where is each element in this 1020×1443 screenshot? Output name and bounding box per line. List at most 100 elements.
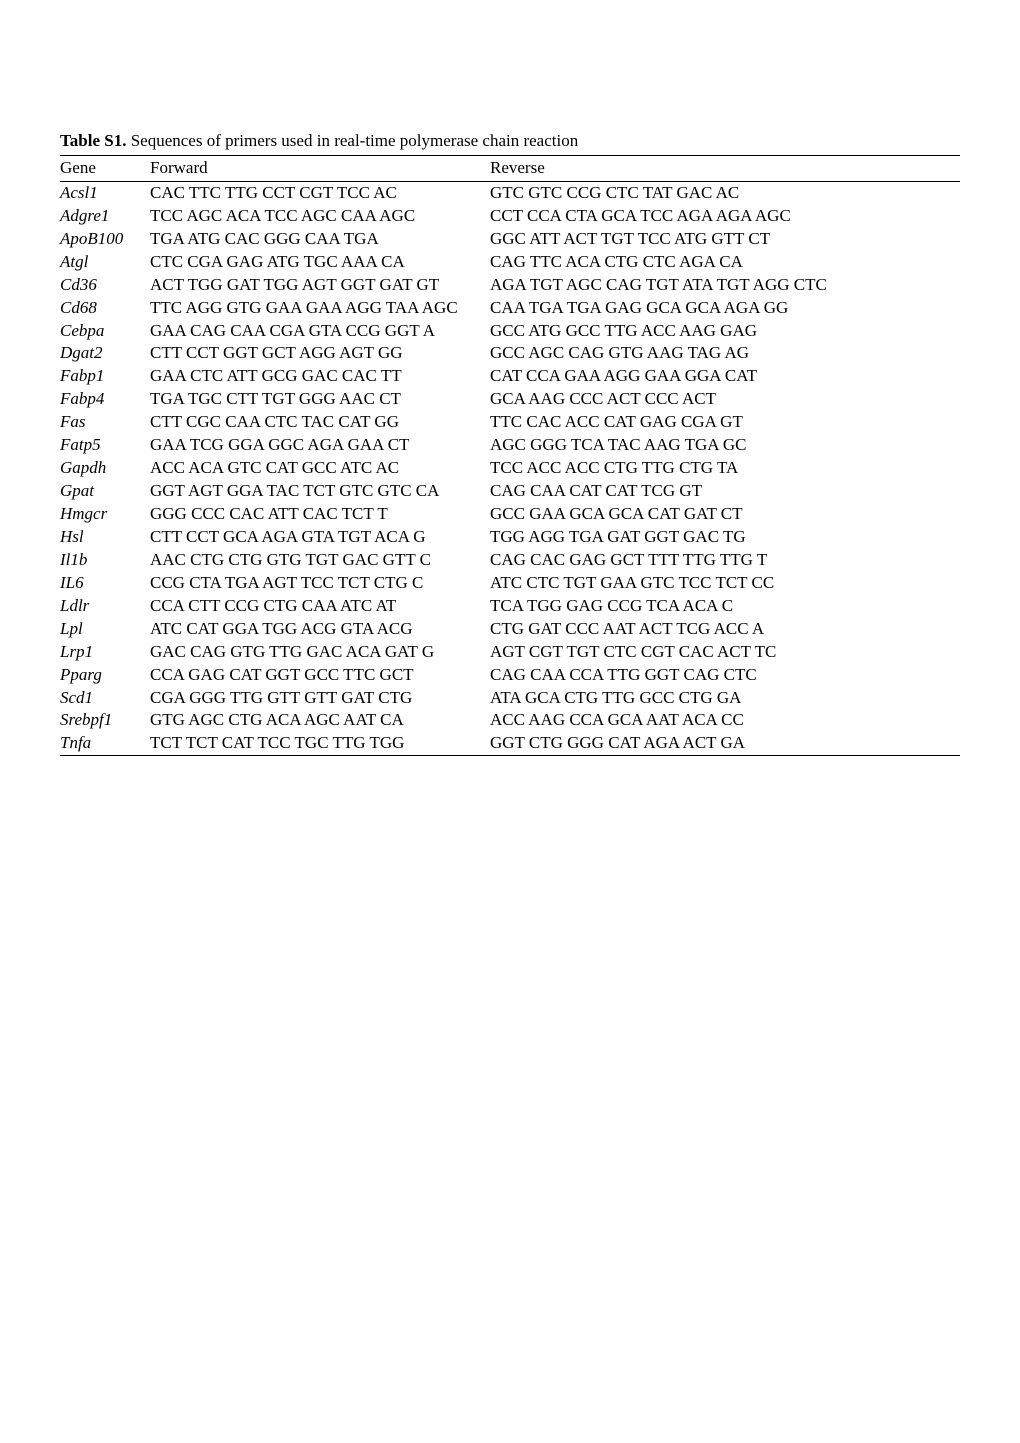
reverse-cell: ATC CTC TGT GAA GTC TCC TCT CC bbox=[490, 572, 960, 595]
forward-cell: CTT CGC CAA CTC TAC CAT GG bbox=[150, 411, 490, 434]
caption-label: Table S1. bbox=[60, 131, 126, 150]
forward-cell: CGA GGG TTG GTT GTT GAT CTG bbox=[150, 687, 490, 710]
forward-cell: CCA CTT CCG CTG CAA ATC AT bbox=[150, 595, 490, 618]
table-row: AtglCTC CGA GAG ATG TGC AAA CACAG TTC AC… bbox=[60, 251, 960, 274]
table-row: TnfaTCT TCT CAT TCC TGC TTG TGGGGT CTG G… bbox=[60, 732, 960, 755]
forward-cell: GGG CCC CAC ATT CAC TCT T bbox=[150, 503, 490, 526]
forward-cell: CCG CTA TGA AGT TCC TCT CTG C bbox=[150, 572, 490, 595]
gene-cell: Acsl1 bbox=[60, 181, 150, 204]
reverse-cell: CAT CCA GAA AGG GAA GGA CAT bbox=[490, 365, 960, 388]
gene-cell: Tnfa bbox=[60, 732, 150, 755]
reverse-cell: GCC AGC CAG GTG AAG TAG AG bbox=[490, 342, 960, 365]
table-row: Lrp1GAC CAG GTG TTG GAC ACA GAT GAGT CGT… bbox=[60, 641, 960, 664]
forward-cell: GTG AGC CTG ACA AGC AAT CA bbox=[150, 709, 490, 732]
reverse-cell: CTG GAT CCC AAT ACT TCG ACC A bbox=[490, 618, 960, 641]
table-row: Srebpf1GTG AGC CTG ACA AGC AAT CAACC AAG… bbox=[60, 709, 960, 732]
forward-cell: GAA CTC ATT GCG GAC CAC TT bbox=[150, 365, 490, 388]
forward-cell: CAC TTC TTG CCT CGT TCC AC bbox=[150, 181, 490, 204]
gene-cell: Fas bbox=[60, 411, 150, 434]
header-gene: Gene bbox=[60, 155, 150, 181]
gene-cell: Hsl bbox=[60, 526, 150, 549]
gene-cell: Atgl bbox=[60, 251, 150, 274]
table-row: LplATC CAT GGA TGG ACG GTA ACGCTG GAT CC… bbox=[60, 618, 960, 641]
gene-cell: Adgre1 bbox=[60, 205, 150, 228]
forward-cell: TCT TCT CAT TCC TGC TTG TGG bbox=[150, 732, 490, 755]
gene-cell: Fabp1 bbox=[60, 365, 150, 388]
reverse-cell: CAG CAA CCA TTG GGT CAG CTC bbox=[490, 664, 960, 687]
reverse-cell: TCC ACC ACC CTG TTG CTG TA bbox=[490, 457, 960, 480]
gene-cell: Gpat bbox=[60, 480, 150, 503]
forward-cell: CCA GAG CAT GGT GCC TTC GCT bbox=[150, 664, 490, 687]
gene-cell: Pparg bbox=[60, 664, 150, 687]
forward-cell: TGA ATG CAC GGG CAA TGA bbox=[150, 228, 490, 251]
forward-cell: TTC AGG GTG GAA GAA AGG TAA AGC bbox=[150, 297, 490, 320]
reverse-cell: CAG TTC ACA CTG CTC AGA CA bbox=[490, 251, 960, 274]
gene-cell: Cebpa bbox=[60, 320, 150, 343]
table-row: GapdhACC ACA GTC CAT GCC ATC ACTCC ACC A… bbox=[60, 457, 960, 480]
reverse-cell: TTC CAC ACC CAT GAG CGA GT bbox=[490, 411, 960, 434]
forward-cell: GAA TCG GGA GGC AGA GAA CT bbox=[150, 434, 490, 457]
table-row: Acsl1CAC TTC TTG CCT CGT TCC ACGTC GTC C… bbox=[60, 181, 960, 204]
gene-cell: Hmgcr bbox=[60, 503, 150, 526]
forward-cell: GAA CAG CAA CGA GTA CCG GGT A bbox=[150, 320, 490, 343]
gene-cell: Dgat2 bbox=[60, 342, 150, 365]
table-row: Scd1CGA GGG TTG GTT GTT GAT CTGATA GCA C… bbox=[60, 687, 960, 710]
reverse-cell: AGT CGT TGT CTC CGT CAC ACT TC bbox=[490, 641, 960, 664]
table-row: PpargCCA GAG CAT GGT GCC TTC GCTCAG CAA … bbox=[60, 664, 960, 687]
table-row: ApoB100TGA ATG CAC GGG CAA TGAGGC ATT AC… bbox=[60, 228, 960, 251]
gene-cell: Scd1 bbox=[60, 687, 150, 710]
gene-cell: Gapdh bbox=[60, 457, 150, 480]
reverse-cell: ACC AAG CCA GCA AAT ACA CC bbox=[490, 709, 960, 732]
forward-cell: CTT CCT GGT GCT AGG AGT GG bbox=[150, 342, 490, 365]
table-row: Fabp1GAA CTC ATT GCG GAC CAC TTCAT CCA G… bbox=[60, 365, 960, 388]
forward-cell: TGA TGC CTT TGT GGG AAC CT bbox=[150, 388, 490, 411]
table-row: Cd68TTC AGG GTG GAA GAA AGG TAA AGCCAA T… bbox=[60, 297, 960, 320]
table-row: Adgre1TCC AGC ACA TCC AGC CAA AGCCCT CCA… bbox=[60, 205, 960, 228]
table-header-row: Gene Forward Reverse bbox=[60, 155, 960, 181]
reverse-cell: TGG AGG TGA GAT GGT GAC TG bbox=[490, 526, 960, 549]
header-reverse: Reverse bbox=[490, 155, 960, 181]
gene-cell: Cd36 bbox=[60, 274, 150, 297]
table-row: Dgat2CTT CCT GGT GCT AGG AGT GGGCC AGC C… bbox=[60, 342, 960, 365]
forward-cell: CTT CCT GCA AGA GTA TGT ACA G bbox=[150, 526, 490, 549]
gene-cell: Fatp5 bbox=[60, 434, 150, 457]
forward-cell: ACT TGG GAT TGG AGT GGT GAT GT bbox=[150, 274, 490, 297]
gene-cell: Il1b bbox=[60, 549, 150, 572]
table-row: Cd36ACT TGG GAT TGG AGT GGT GAT GTAGA TG… bbox=[60, 274, 960, 297]
reverse-cell: CAG CAA CAT CAT TCG GT bbox=[490, 480, 960, 503]
reverse-cell: CCT CCA CTA GCA TCC AGA AGA AGC bbox=[490, 205, 960, 228]
reverse-cell: GCA AAG CCC ACT CCC ACT bbox=[490, 388, 960, 411]
reverse-cell: AGA TGT AGC CAG TGT ATA TGT AGG CTC bbox=[490, 274, 960, 297]
gene-cell: Fabp4 bbox=[60, 388, 150, 411]
gene-cell: Ldlr bbox=[60, 595, 150, 618]
table-caption: Table S1. Sequences of primers used in r… bbox=[60, 130, 960, 153]
gene-cell: Srebpf1 bbox=[60, 709, 150, 732]
table-row: IL6CCG CTA TGA AGT TCC TCT CTG CATC CTC … bbox=[60, 572, 960, 595]
table-row: Fatp5GAA TCG GGA GGC AGA GAA CTAGC GGG T… bbox=[60, 434, 960, 457]
reverse-cell: ATA GCA CTG TTG GCC CTG GA bbox=[490, 687, 960, 710]
forward-cell: GAC CAG GTG TTG GAC ACA GAT G bbox=[150, 641, 490, 664]
caption-text: Sequences of primers used in real-time p… bbox=[126, 131, 578, 150]
table-row: Il1bAAC CTG CTG GTG TGT GAC GTT CCAG CAC… bbox=[60, 549, 960, 572]
reverse-cell: AGC GGG TCA TAC AAG TGA GC bbox=[490, 434, 960, 457]
reverse-cell: GTC GTC CCG CTC TAT GAC AC bbox=[490, 181, 960, 204]
header-forward: Forward bbox=[150, 155, 490, 181]
table-row: HslCTT CCT GCA AGA GTA TGT ACA GTGG AGG … bbox=[60, 526, 960, 549]
gene-cell: Lrp1 bbox=[60, 641, 150, 664]
reverse-cell: GGC ATT ACT TGT TCC ATG GTT CT bbox=[490, 228, 960, 251]
table-row: CebpaGAA CAG CAA CGA GTA CCG GGT AGCC AT… bbox=[60, 320, 960, 343]
forward-cell: TCC AGC ACA TCC AGC CAA AGC bbox=[150, 205, 490, 228]
gene-cell: IL6 bbox=[60, 572, 150, 595]
forward-cell: CTC CGA GAG ATG TGC AAA CA bbox=[150, 251, 490, 274]
table-row: Fabp4TGA TGC CTT TGT GGG AAC CTGCA AAG C… bbox=[60, 388, 960, 411]
reverse-cell: TCA TGG GAG CCG TCA ACA C bbox=[490, 595, 960, 618]
reverse-cell: GGT CTG GGG CAT AGA ACT GA bbox=[490, 732, 960, 755]
forward-cell: AAC CTG CTG GTG TGT GAC GTT C bbox=[150, 549, 490, 572]
reverse-cell: GCC GAA GCA GCA CAT GAT CT bbox=[490, 503, 960, 526]
table-row: HmgcrGGG CCC CAC ATT CAC TCT TGCC GAA GC… bbox=[60, 503, 960, 526]
gene-cell: ApoB100 bbox=[60, 228, 150, 251]
forward-cell: GGT AGT GGA TAC TCT GTC GTC CA bbox=[150, 480, 490, 503]
forward-cell: ACC ACA GTC CAT GCC ATC AC bbox=[150, 457, 490, 480]
forward-cell: ATC CAT GGA TGG ACG GTA ACG bbox=[150, 618, 490, 641]
table-row: LdlrCCA CTT CCG CTG CAA ATC ATTCA TGG GA… bbox=[60, 595, 960, 618]
